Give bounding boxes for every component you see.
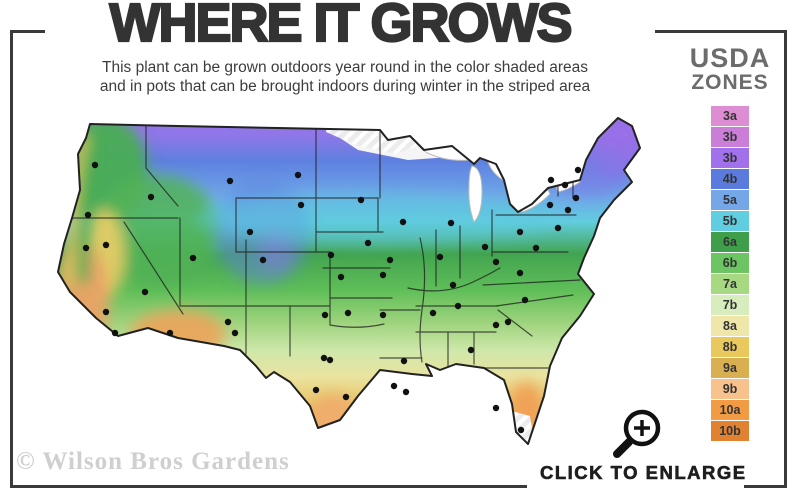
zone-chip: 3b bbox=[711, 148, 749, 168]
city-dot bbox=[554, 224, 562, 232]
zone-chip: 10a bbox=[711, 400, 749, 420]
click-to-enlarge[interactable]: CLICK TO ENLARGE bbox=[540, 404, 747, 484]
city-dot bbox=[337, 273, 345, 281]
zone-chip: 7a bbox=[711, 274, 749, 294]
city-dot bbox=[467, 346, 475, 354]
city-dot bbox=[246, 228, 254, 236]
frame-border-bottom-left bbox=[10, 485, 527, 488]
city-dot bbox=[166, 329, 174, 337]
city-dot bbox=[321, 311, 329, 319]
city-dot bbox=[516, 269, 524, 277]
magnifying-glass-plus-icon[interactable] bbox=[609, 404, 671, 460]
city-dot bbox=[574, 166, 582, 174]
zone-chip: 6a bbox=[711, 232, 749, 252]
usda-zones-legend: USDA ZONES 3a 3b 3b 4b 5a 5b 6a 6b 7a 7b 8a 8b 9a 9b 1… bbox=[685, 44, 775, 441]
city-dot bbox=[516, 228, 524, 236]
city-dot bbox=[447, 219, 455, 227]
frame-border-bottom-right bbox=[744, 485, 787, 488]
city-dot bbox=[344, 309, 352, 317]
zone-list: 3a 3b 3b 4b 5a 5b 6a 6b 7a 7b 8a 8b 9a 9b 10a 10b bbox=[685, 106, 775, 441]
city-dot bbox=[504, 318, 512, 326]
frame-border-top-right bbox=[655, 30, 787, 33]
city-dot bbox=[546, 201, 554, 209]
subtitle-line-1: This plant can be grown outdoors year ro… bbox=[102, 59, 588, 76]
city-dot bbox=[379, 311, 387, 319]
city-dot bbox=[91, 161, 99, 169]
subtitle-line-2: and in pots that can be brought indoors … bbox=[99, 78, 591, 95]
zone-chip: 9b bbox=[711, 379, 749, 399]
city-dot bbox=[386, 256, 394, 264]
city-dot bbox=[547, 176, 555, 184]
city-dot bbox=[521, 296, 529, 304]
city-dot bbox=[481, 243, 489, 251]
city-dot bbox=[84, 211, 92, 219]
city-dot bbox=[342, 393, 350, 401]
city-dot bbox=[449, 281, 457, 289]
city-dot bbox=[231, 329, 239, 337]
city-dot bbox=[294, 171, 302, 179]
city-dot bbox=[111, 329, 119, 337]
city-dot bbox=[102, 241, 110, 249]
zone-chip: 8a bbox=[711, 316, 749, 336]
city-dot bbox=[400, 357, 408, 365]
zone-chip: 9a bbox=[711, 358, 749, 378]
city-dot bbox=[532, 244, 540, 252]
city-dot bbox=[564, 206, 572, 214]
us-map-outline bbox=[57, 117, 641, 445]
city-dot bbox=[402, 388, 410, 396]
zone-chip: 10b bbox=[711, 421, 749, 441]
legend-title-usda: USDA bbox=[689, 43, 771, 73]
city-dot bbox=[224, 318, 232, 326]
subtitle: This plant can be grown outdoors year ro… bbox=[30, 58, 660, 96]
legend-title-zones: ZONES bbox=[691, 71, 769, 94]
city-dot bbox=[189, 254, 197, 262]
city-dot bbox=[517, 426, 525, 434]
frame-border-right bbox=[784, 30, 787, 488]
page-title: WHERE IT GROWS bbox=[108, 0, 573, 54]
city-dot bbox=[327, 251, 335, 259]
city-dot bbox=[379, 271, 387, 279]
city-dot bbox=[492, 258, 500, 266]
zone-chip: 3a bbox=[711, 106, 749, 126]
zone-chip: 7b bbox=[711, 295, 749, 315]
frame-border-top-left bbox=[10, 30, 45, 33]
city-dot bbox=[399, 218, 407, 226]
map-fill-layers bbox=[58, 118, 640, 444]
zone-chip: 4b bbox=[711, 169, 749, 189]
city-dot bbox=[492, 404, 500, 412]
city-dot bbox=[141, 288, 149, 296]
city-dot bbox=[364, 239, 372, 247]
zone-chip: 5b bbox=[711, 211, 749, 231]
zone-chip: 5a bbox=[711, 190, 749, 210]
city-dot bbox=[454, 302, 462, 310]
city-dot bbox=[572, 194, 580, 202]
us-hardiness-zone-map[interactable] bbox=[28, 110, 672, 470]
city-dot bbox=[561, 181, 569, 189]
city-dot bbox=[259, 256, 267, 264]
city-dot bbox=[147, 193, 155, 201]
city-dots bbox=[82, 161, 582, 434]
frame-border-left bbox=[10, 30, 13, 488]
zone-chip: 8b bbox=[711, 337, 749, 357]
zone-chip: 6b bbox=[711, 253, 749, 273]
zone-chip: 3b bbox=[711, 127, 749, 147]
city-dot bbox=[82, 244, 90, 252]
city-dot bbox=[226, 177, 234, 185]
city-dot bbox=[326, 356, 334, 364]
city-dot bbox=[390, 382, 398, 390]
city-dot bbox=[312, 386, 320, 394]
city-dot bbox=[492, 321, 500, 329]
city-dot bbox=[297, 201, 305, 209]
city-dot bbox=[102, 308, 110, 316]
city-dot bbox=[429, 309, 437, 317]
city-dot bbox=[357, 196, 365, 204]
enlarge-label[interactable]: CLICK TO ENLARGE bbox=[540, 462, 747, 484]
city-dot bbox=[436, 253, 444, 261]
city-dot bbox=[320, 354, 328, 362]
watermark: © Wilson Bros Gardens bbox=[16, 448, 290, 475]
